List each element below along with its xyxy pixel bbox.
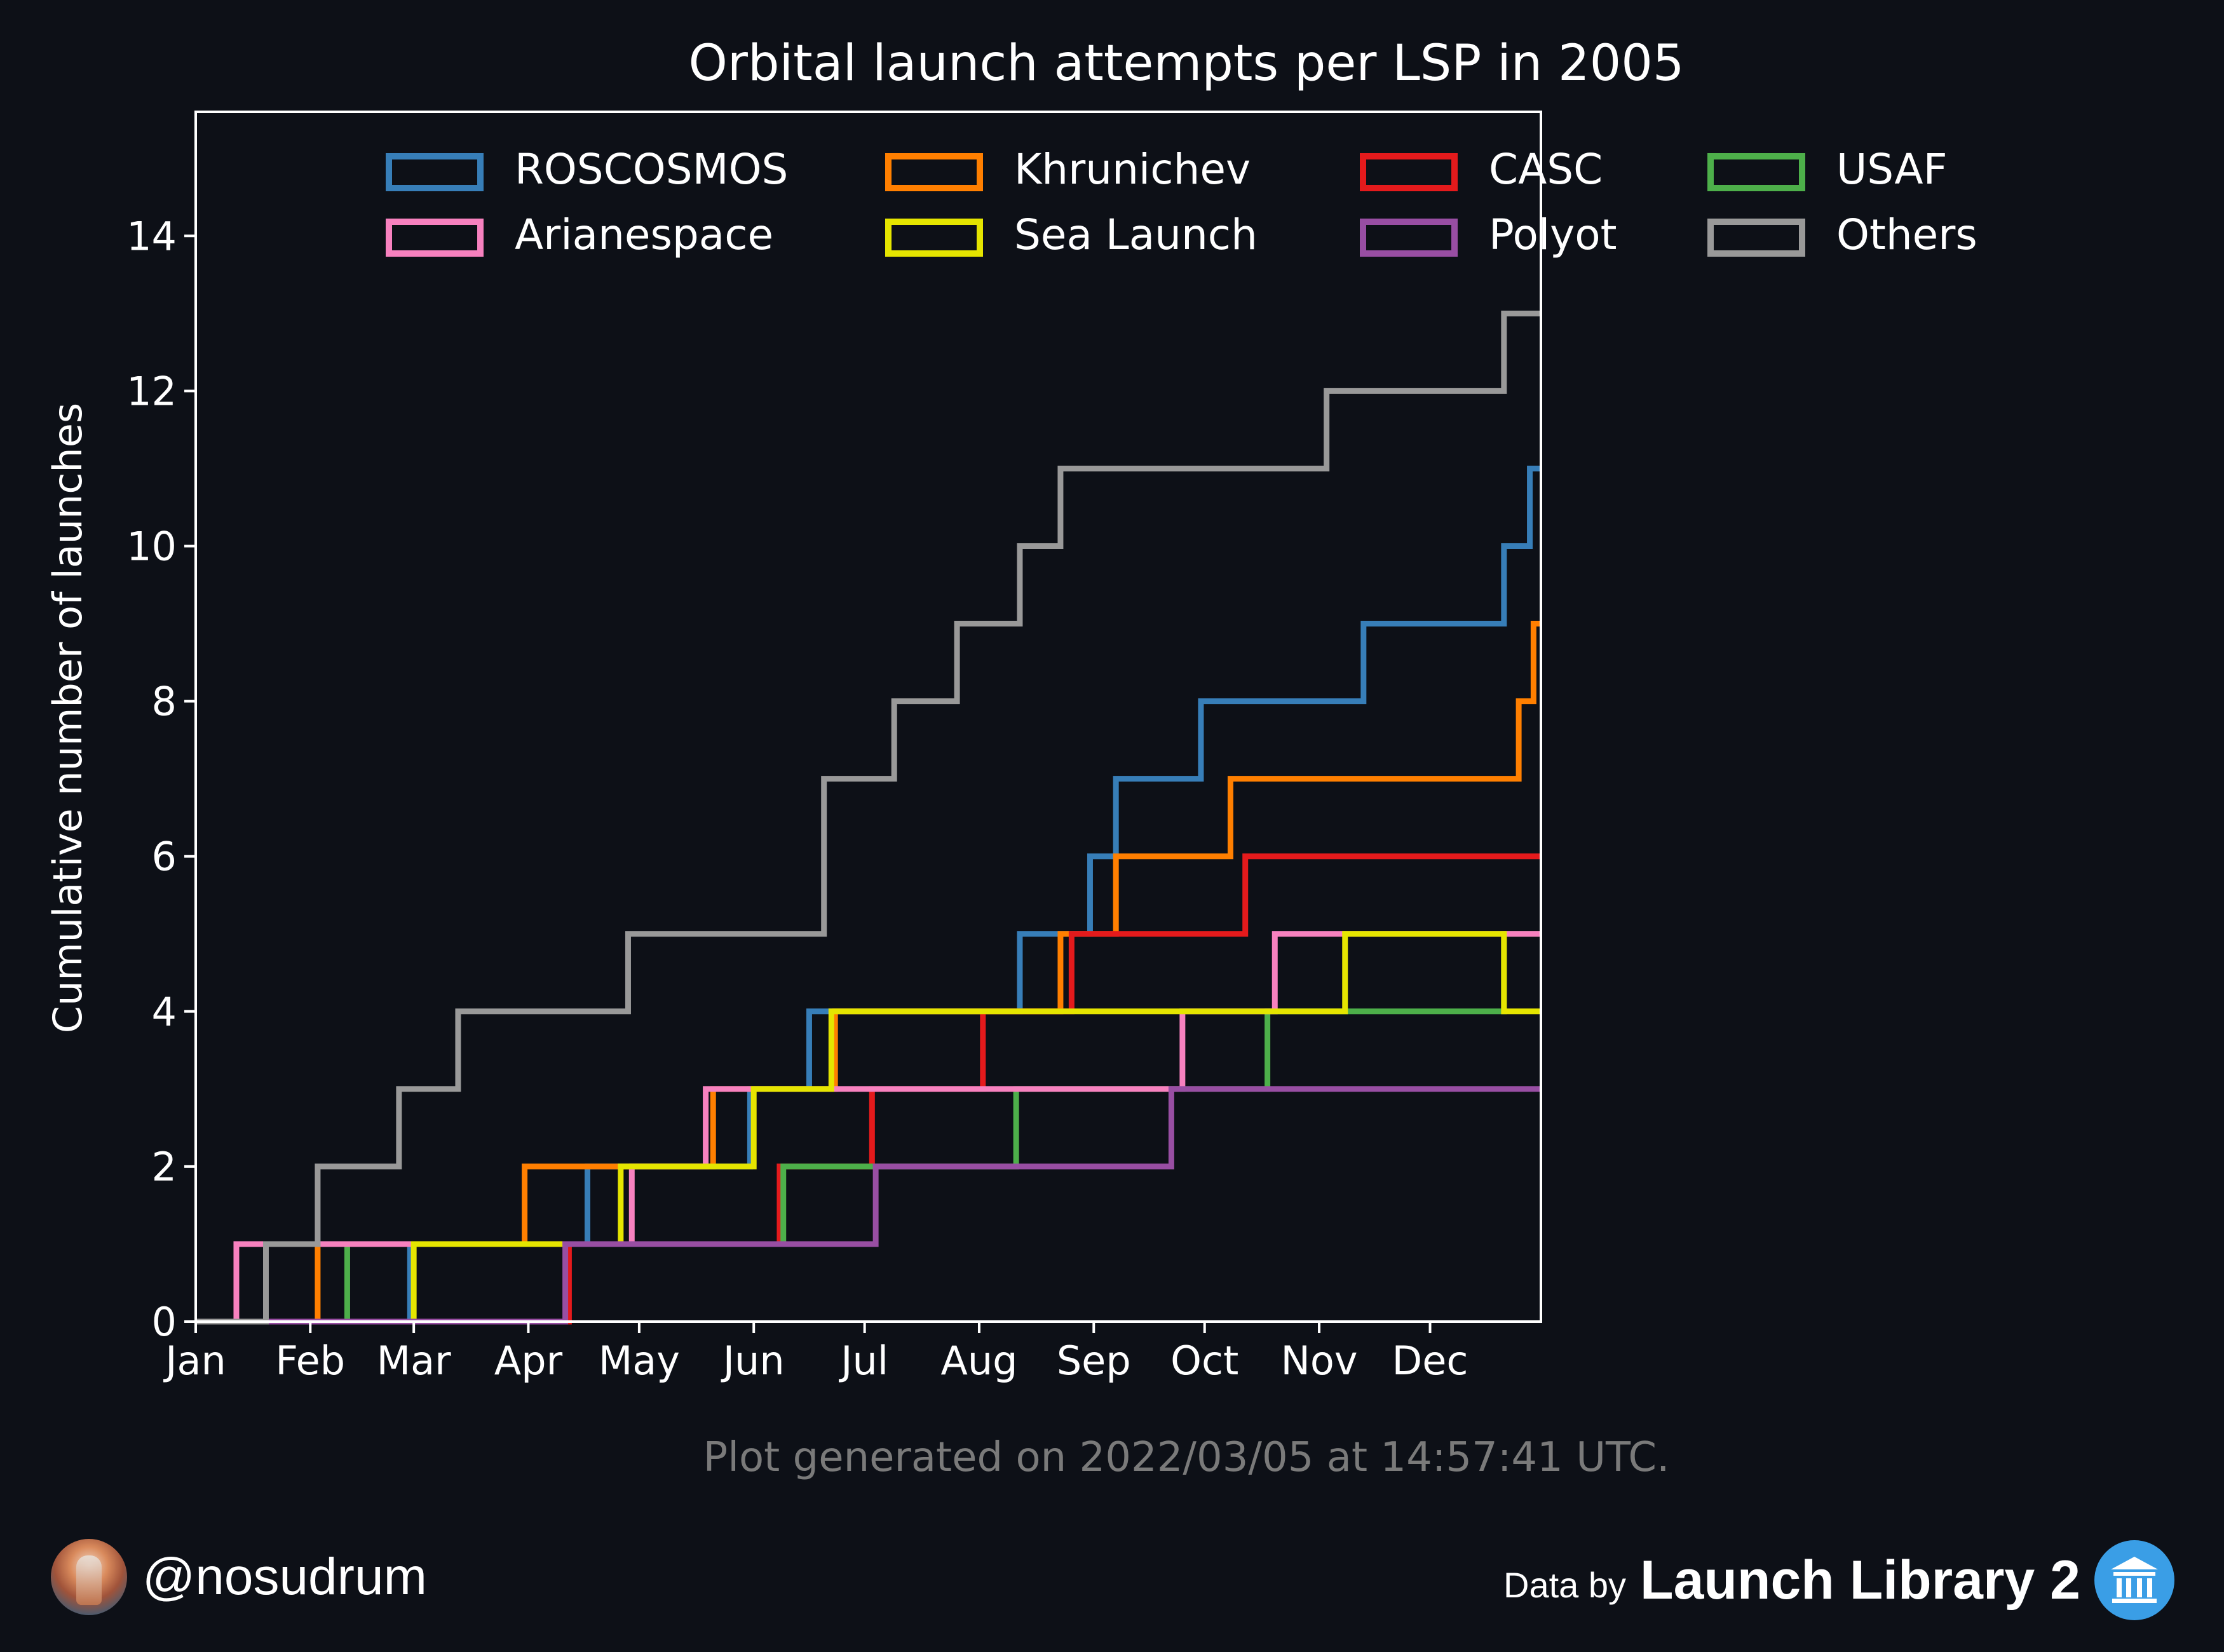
legend-label-polyot: Polyot: [1489, 210, 1617, 259]
legend-swatch-sea-launch: [885, 219, 983, 257]
legend-swatch-arianespace: [386, 219, 484, 257]
data-source-credit: Data by Launch Library 2: [1503, 1539, 2174, 1622]
x-tick-label: Aug: [940, 1337, 1017, 1384]
series-line-sea-launch: [196, 931, 1541, 1325]
x-tick-label: Oct: [1170, 1337, 1238, 1384]
legend-label-roscosmos: ROSCOSMOS: [515, 145, 788, 194]
launch-library-name[interactable]: Launch Library 2: [1640, 1549, 2080, 1611]
legend-swatch-khrunichev: [885, 153, 983, 191]
series-line-others: [196, 310, 1541, 1325]
series-lines: [196, 310, 1541, 1325]
series-line-roscosmos: [196, 465, 1541, 1325]
x-tick-label: May: [599, 1337, 680, 1384]
x-tick-label: Feb: [275, 1337, 345, 1384]
author-credit: @nosudrum: [51, 1539, 427, 1615]
author-handle[interactable]: @nosudrum: [142, 1548, 427, 1606]
legend-label-arianespace: Arianespace: [515, 210, 773, 259]
legend: ROSCOSMOS Khrunichev CASC USAF Arianespace Se…: [386, 145, 1977, 259]
y-tick-label: 14: [126, 213, 177, 259]
plot-generated-note: Plot generated on 2022/03/05 at 14:57:41…: [703, 1434, 1670, 1481]
x-tick-label: Apr: [494, 1337, 563, 1384]
legend-label-usaf: USAF: [1836, 145, 1948, 194]
x-tick-label: Dec: [1392, 1337, 1468, 1384]
y-tick-label: 12: [126, 368, 177, 414]
legend-swatch-casc: [1360, 153, 1458, 191]
x-tick-label: Nov: [1281, 1337, 1358, 1384]
y-axis-label: Cumulative number of launches: [44, 403, 91, 1033]
y-tick-label: 8: [152, 679, 177, 725]
x-tick-label: Sep: [1057, 1337, 1131, 1384]
chart-title: Orbital launch attempts per LSP in 2005: [689, 35, 1685, 92]
data-by-label: Data by: [1503, 1564, 1627, 1605]
y-axis: 0 2 4 6 8 10 12 14: [126, 213, 196, 1345]
y-tick-label: 6: [152, 834, 177, 880]
launch-library-logo-icon: [2094, 1540, 2174, 1620]
x-tick-label: Jun: [721, 1337, 785, 1384]
legend-swatch-polyot: [1360, 219, 1458, 257]
legend-label-khrunichev: Khrunichev: [1014, 145, 1251, 194]
x-tick-label: Jan: [163, 1337, 226, 1384]
series-line-khrunichev: [196, 621, 1541, 1325]
y-tick-label: 2: [152, 1144, 177, 1190]
legend-label-others: Others: [1836, 210, 1977, 259]
series-line-arianespace: [196, 931, 1541, 1325]
legend-swatch-usaf: [1707, 153, 1805, 191]
astronaut-avatar-icon: [51, 1539, 127, 1615]
series-line-polyot: [196, 1086, 1541, 1325]
plot-frame: [194, 111, 1542, 1323]
x-axis: Jan Feb Mar Apr May Jun Jul Aug Sep Oct Nov Dec: [163, 1322, 1468, 1384]
x-tick-label: Jul: [838, 1337, 888, 1384]
y-tick-label: 0: [152, 1299, 177, 1345]
legend-swatch-roscosmos: [386, 153, 484, 191]
y-tick-label: 4: [152, 989, 177, 1035]
y-tick-label: 10: [126, 523, 177, 569]
x-tick-label: Mar: [377, 1337, 451, 1384]
legend-label-sea-launch: Sea Launch: [1014, 210, 1258, 259]
legend-label-casc: CASC: [1489, 145, 1603, 194]
legend-swatch-others: [1707, 219, 1805, 257]
